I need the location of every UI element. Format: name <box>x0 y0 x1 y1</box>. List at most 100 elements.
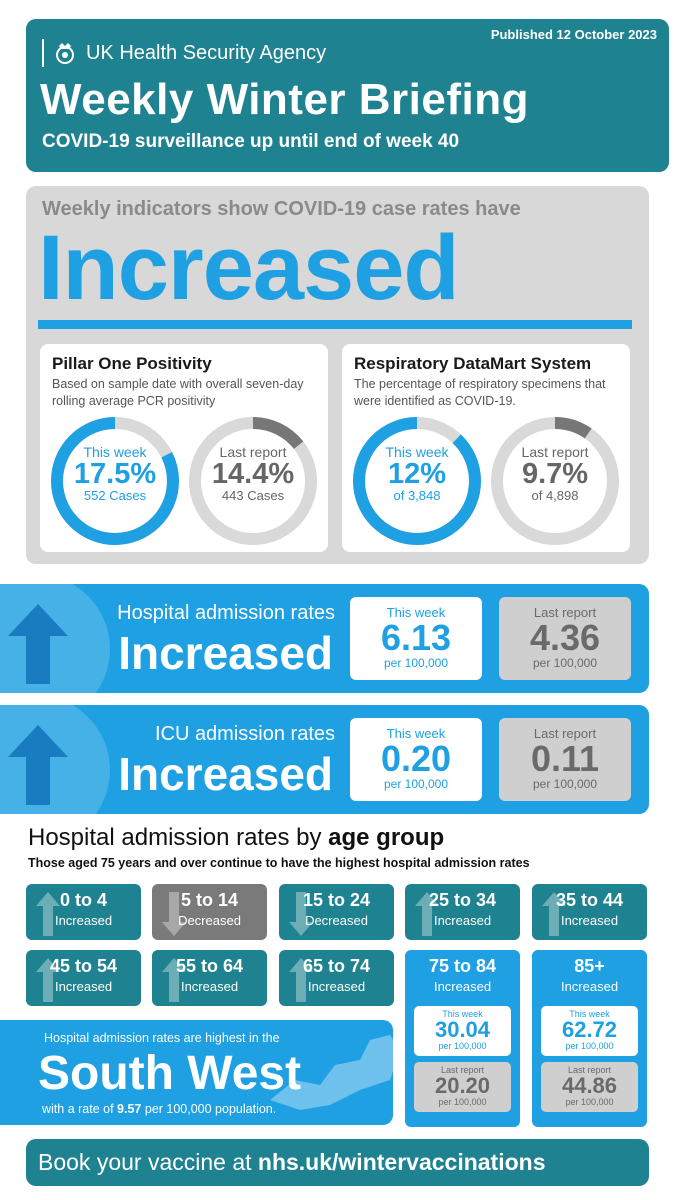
age-range: 75 to 84 <box>428 956 497 976</box>
last-report-label: Last report <box>521 444 589 460</box>
indicators-status: Increased <box>38 217 460 319</box>
datamart-last-report: Last report 9.7% of 4,898 <box>490 444 620 503</box>
pillar-one-card: Pillar One Positivity Based on sample da… <box>40 344 328 552</box>
icu-status: Increased <box>118 748 333 800</box>
pillar-one-title: Pillar One Positivity <box>52 354 212 373</box>
rate-value: 9.57 <box>117 1102 142 1116</box>
hospital-label: Hospital admission rates <box>117 602 335 624</box>
footer-text: Book your vaccine at nhs.uk/wintervaccin… <box>38 1149 546 1176</box>
last-report-sub: per 100,000 <box>565 1097 614 1107</box>
age-range: 0 to 4 <box>59 890 107 910</box>
last-report-value: 14.4% <box>211 458 295 490</box>
age-group-tile: 0 to 4 Increased <box>26 884 141 940</box>
hospital-admission-banner: Hospital admission rates Increased This … <box>0 584 649 693</box>
last-report-value: 0.11 <box>530 738 600 779</box>
hospital-this-week: This week 6.13 per 100,000 <box>350 597 482 680</box>
published-date: Published 12 October 2023 <box>490 27 657 42</box>
age-status: Increased <box>54 979 113 994</box>
up-arrow-icon <box>542 892 566 936</box>
age-range: 65 to 74 <box>302 956 371 976</box>
up-arrow-icon <box>36 892 60 936</box>
last-report-label: Last report <box>219 444 287 460</box>
last-report-label: Last report <box>440 1065 485 1075</box>
age-group-tile: 55 to 64 Increased <box>152 950 267 1006</box>
pillar-one-this-week-ring <box>51 417 179 545</box>
indicators-lead: Weekly indicators show COVID-19 case rat… <box>42 198 521 220</box>
page-subtitle: COVID-19 surveillance up until end of we… <box>42 131 460 152</box>
logo-divider <box>42 39 44 67</box>
this-week-sub: per 100,000 <box>383 656 449 670</box>
last-report-value: 20.20 <box>434 1073 491 1098</box>
this-week-label: This week <box>385 444 449 460</box>
this-week-sub: per 100,000 <box>438 1041 487 1051</box>
age-group-tile: 35 to 44 Increased <box>532 884 647 940</box>
this-week-value: 17.5% <box>73 458 157 490</box>
this-week-label: This week <box>386 726 446 741</box>
age-status: Increased <box>433 979 492 994</box>
page-title: Weekly Winter Briefing <box>40 75 530 124</box>
datamart-description: The percentage of respiratory specimens … <box>354 377 606 408</box>
this-week-value: 12% <box>387 458 447 490</box>
agency-logo: UK Health Security Agency <box>42 39 326 67</box>
this-week-sub: per 100,000 <box>565 1041 614 1051</box>
this-week-label: This week <box>569 1009 610 1019</box>
pillar-one-last-report: Last report 14.4% 443 Cases <box>188 444 318 503</box>
footer-prefix: Book your vaccine at <box>38 1149 258 1175</box>
this-week-value: 30.04 <box>434 1017 491 1042</box>
header-banner: Published 12 October 2023 UK Health Secu… <box>26 19 669 172</box>
age-title-prefix: Hospital admission rates by <box>28 824 329 851</box>
icu-this-week: This week 0.20 per 100,000 <box>350 718 482 801</box>
up-arrow-icon <box>162 958 186 1002</box>
age-highlight-tile: 85+ Increased This week 62.72 per 100,00… <box>532 950 647 1127</box>
footer-banner: Book your vaccine at nhs.uk/wintervaccin… <box>26 1139 649 1186</box>
this-week-label: This week <box>83 444 147 460</box>
vaccination-link[interactable]: nhs.uk/wintervaccinations <box>257 1149 546 1175</box>
hospital-last-report: Last report 4.36 per 100,000 <box>499 597 631 680</box>
last-report-value: 4.36 <box>529 617 601 658</box>
rate-prefix: with a rate of <box>42 1102 118 1116</box>
this-week-value: 0.20 <box>380 738 452 779</box>
indicators-panel: Weekly indicators show COVID-19 case rat… <box>26 186 649 564</box>
last-report-sub: per 100,000 <box>532 777 598 791</box>
last-report-label: Last report <box>567 1065 612 1075</box>
age-range: 25 to 34 <box>428 890 497 910</box>
down-arrow-icon <box>162 892 186 936</box>
up-arrow-icon <box>36 958 60 1002</box>
age-section-title: Hospital admission rates by age group <box>28 824 444 852</box>
agency-name: UK Health Security Agency <box>86 41 327 64</box>
this-week-label: This week <box>386 605 446 620</box>
age-last-report: Last report 20.20 per 100,000 <box>414 1062 511 1112</box>
this-week-label: This week <box>442 1009 483 1019</box>
uk-map-icon <box>270 1035 393 1110</box>
age-group-tile: 15 to 24 Decreased <box>279 884 394 940</box>
last-report-label: Last report <box>533 605 597 620</box>
age-status: Increased <box>54 913 113 928</box>
pillar-one-this-week: This week 17.5% 552 Cases <box>50 444 180 503</box>
up-arrow-icon <box>8 725 68 805</box>
age-range: 5 to 14 <box>180 890 239 910</box>
decorative-circle <box>0 705 110 814</box>
datamart-this-week-ring <box>353 417 481 545</box>
age-title-bold: age group <box>328 824 445 851</box>
this-week-value: 6.13 <box>380 617 452 658</box>
last-report-value: 9.7% <box>521 458 589 490</box>
last-report-sub: per 100,000 <box>438 1097 487 1107</box>
this-week-sub: per 100,000 <box>383 777 449 791</box>
age-this-week: This week 30.04 per 100,000 <box>414 1006 511 1056</box>
up-arrow-icon <box>289 958 313 1002</box>
age-range: 85+ <box>574 956 605 976</box>
this-week-sub: 552 Cases <box>83 488 147 503</box>
last-report-label: Last report <box>533 726 597 741</box>
icu-last-report: Last report 0.11 per 100,000 <box>499 718 631 801</box>
status-underline <box>38 320 632 329</box>
age-last-report: Last report 44.86 per 100,000 <box>541 1062 638 1112</box>
age-status: Increased <box>560 979 619 994</box>
icu-label: ICU admission rates <box>154 723 335 745</box>
age-highlight-tile: 75 to 84 Increased This week 30.04 per 1… <box>405 950 520 1127</box>
datamart-card: Respiratory DataMart System The percenta… <box>342 344 630 552</box>
rate-suffix: per 100,000 population. <box>141 1102 277 1116</box>
hospital-status: Increased <box>118 627 333 679</box>
royal-crest-icon <box>56 43 74 64</box>
icu-admission-banner: ICU admission rates Increased This week … <box>0 705 649 814</box>
age-section-description: Those aged 75 years and over continue to… <box>28 856 530 870</box>
